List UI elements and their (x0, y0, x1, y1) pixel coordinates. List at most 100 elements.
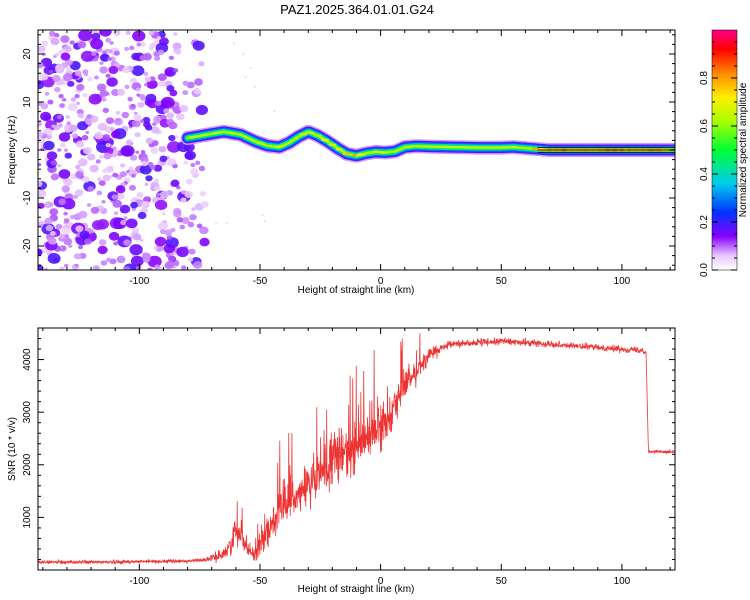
noise-blob (140, 200, 150, 209)
noise-blob (188, 248, 196, 255)
noise-blob (68, 124, 78, 132)
noise-blob (179, 104, 189, 113)
snr-ylabel: SNR (10 * v/v) (7, 417, 18, 481)
y-tick-label: 10 (22, 96, 33, 108)
noise-blob (50, 160, 57, 166)
noise-blob (59, 103, 65, 108)
noise-blob (83, 72, 89, 77)
noise-blob (105, 143, 111, 148)
noise-blob (77, 112, 85, 119)
noise-blob (45, 225, 54, 232)
noise-blob (38, 189, 47, 198)
noise-blob (123, 239, 131, 246)
noise-blob (115, 117, 121, 123)
colorbar-tick-label: 0.8 (699, 71, 710, 85)
x-tick-label: 50 (496, 276, 508, 287)
colorbar: 0.0 0.2 0.4 0.6 0.8 Normalized spectral ampl… (699, 29, 749, 277)
noise-blob (200, 200, 209, 208)
noise-blob (182, 90, 189, 96)
noise-blob (47, 253, 61, 264)
noise-blob (84, 238, 92, 245)
noise-blob (233, 42, 235, 45)
noise-blob (108, 65, 119, 75)
noise-blob (156, 192, 161, 197)
noise-blob (119, 204, 131, 214)
noise-blob (47, 237, 57, 245)
noise-blob (123, 266, 131, 270)
noise-blob (119, 171, 127, 178)
noise-blob (172, 32, 178, 36)
noise-blob (198, 165, 206, 172)
noise-blob (111, 130, 121, 139)
noise-blob (89, 164, 99, 173)
noise-blob (174, 135, 179, 139)
noise-blob (91, 52, 97, 57)
noise-blob (160, 190, 169, 199)
noise-blob (73, 253, 82, 260)
y-tick-label: 20 (22, 48, 33, 60)
noise-blob (273, 110, 276, 113)
noise-blob (144, 76, 152, 83)
noise-blob (150, 147, 159, 154)
noise-blob (132, 30, 146, 42)
noise-blob (121, 111, 130, 119)
ridge-hotspot (314, 134, 322, 137)
noise-blob (132, 233, 142, 241)
noise-blob (94, 131, 104, 140)
noise-blob (189, 214, 197, 221)
ridge-hotspot (351, 154, 357, 157)
x-tick-label: -50 (253, 276, 268, 287)
noise-blob (160, 99, 172, 109)
noise-blob (172, 42, 182, 50)
noise-blob (99, 66, 108, 74)
noise-blob (199, 226, 209, 235)
noise-blob (242, 53, 245, 55)
noise-blob (74, 70, 82, 77)
noise-blob (44, 217, 53, 225)
noise-blob (74, 94, 80, 99)
noise-blob (107, 49, 113, 54)
noise-blob (176, 246, 189, 258)
noise-blob (128, 166, 133, 170)
noise-blob (195, 160, 201, 165)
noise-blob (115, 185, 126, 194)
noise-blob (102, 168, 108, 173)
noise-blob (187, 257, 194, 262)
noise-blob (136, 192, 144, 198)
x-tick-label: 50 (496, 576, 508, 587)
noise-blob (127, 96, 133, 102)
noise-blob (163, 243, 175, 254)
ridge-hotspot (256, 141, 264, 145)
noise-blob (60, 142, 66, 148)
noise-blob (97, 177, 102, 181)
y-tick-label: 4000 (22, 348, 33, 371)
y-tick-label: 3000 (22, 401, 33, 424)
noise-blob (142, 256, 151, 263)
noise-blob (130, 154, 138, 161)
noise-blob (163, 108, 170, 114)
ridge-hotspot (336, 148, 343, 151)
colorbar-tick-label: 0.6 (699, 119, 710, 133)
noise-blob (75, 164, 81, 170)
noise-blob (168, 55, 174, 60)
noise-blob (49, 30, 56, 37)
noise-blob (63, 237, 73, 246)
noise-blob (131, 120, 137, 125)
noise-blob (49, 208, 59, 216)
noise-blob (76, 83, 85, 91)
noise-blob (51, 124, 56, 128)
noise-blob (113, 50, 120, 56)
noise-blob (174, 48, 182, 55)
noise-blob (106, 165, 114, 173)
noise-blob (54, 52, 60, 57)
noise-blob (154, 244, 164, 252)
noise-blob (75, 225, 84, 233)
noise-blob (143, 121, 151, 128)
noise-blob (139, 164, 152, 175)
noise-blob (74, 263, 79, 267)
noise-blob (244, 76, 247, 79)
noise-blob (166, 85, 175, 92)
